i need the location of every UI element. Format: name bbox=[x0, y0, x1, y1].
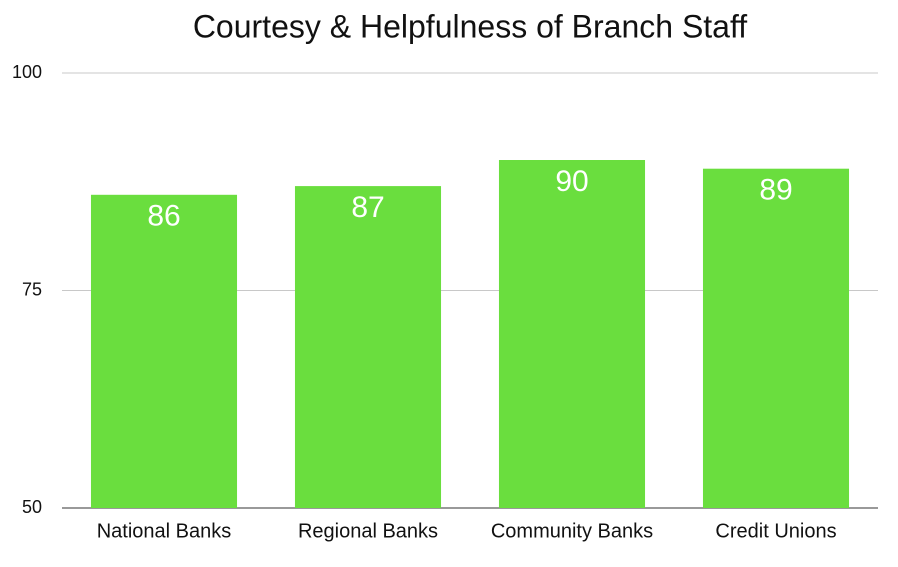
chart-title: Courtesy & Helpfulness of Branch Staff bbox=[193, 8, 747, 44]
data-label: 90 bbox=[555, 165, 588, 198]
x-tick-label: Credit Unions bbox=[715, 520, 836, 542]
bar bbox=[294, 186, 442, 508]
x-tick-label: National Banks bbox=[97, 520, 232, 542]
y-tick-label: 75 bbox=[22, 279, 42, 299]
bar bbox=[498, 160, 646, 508]
x-tick-label: Regional Banks bbox=[298, 520, 438, 542]
bar bbox=[702, 168, 850, 508]
y-tick-label: 50 bbox=[22, 497, 42, 517]
y-tick-label: 100 bbox=[12, 62, 42, 82]
data-label: 89 bbox=[759, 174, 792, 207]
x-tick-label: Community Banks bbox=[491, 520, 653, 542]
data-label: 86 bbox=[147, 200, 180, 233]
bar bbox=[90, 194, 238, 509]
data-label: 87 bbox=[351, 191, 384, 224]
